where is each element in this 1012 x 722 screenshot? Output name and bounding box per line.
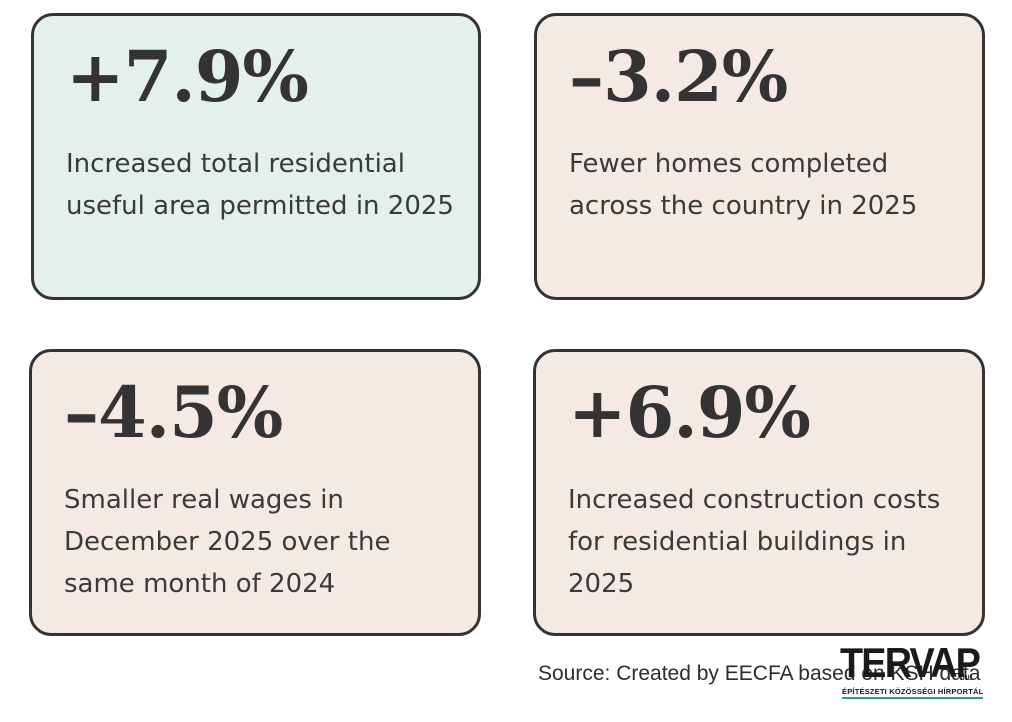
stat-value: –4.5% — [64, 371, 283, 454]
tervap-logo: TERVAP .hu ÉPÍTÉSZETI KÖZÖSSÉGI HÍRPORTÁ… — [840, 639, 984, 702]
logo-tagline: ÉPÍTÉSZETI KÖZÖSSÉGI HÍRPORTÁL — [842, 687, 984, 699]
stat-description: Increased construction costs for residen… — [568, 485, 941, 599]
stat-card-real-wages: –4.5% Smaller real wages in December 202… — [29, 349, 481, 636]
stat-value: –3.2% — [569, 35, 788, 118]
source-note: Source: Created by EECFA based on KSH da… — [538, 662, 981, 685]
stat-card-residential-area: +7.9% Increased total residential useful… — [31, 13, 481, 300]
stat-description: Increased total residential useful area … — [66, 149, 454, 221]
stat-description: Fewer homes completed across the country… — [569, 149, 918, 221]
logo-domain-suffix: .hu — [960, 672, 973, 682]
stat-description: Smaller real wages in December 2025 over… — [64, 485, 391, 599]
logo-wordmark: TERVAP — [840, 639, 981, 686]
stat-card-construction-costs: +6.9% Increased construction costs for r… — [533, 349, 985, 636]
stat-value: +7.9% — [66, 35, 309, 118]
stat-card-homes-completed: –3.2% Fewer homes completed across the c… — [534, 13, 985, 300]
stat-value: +6.9% — [568, 371, 811, 454]
